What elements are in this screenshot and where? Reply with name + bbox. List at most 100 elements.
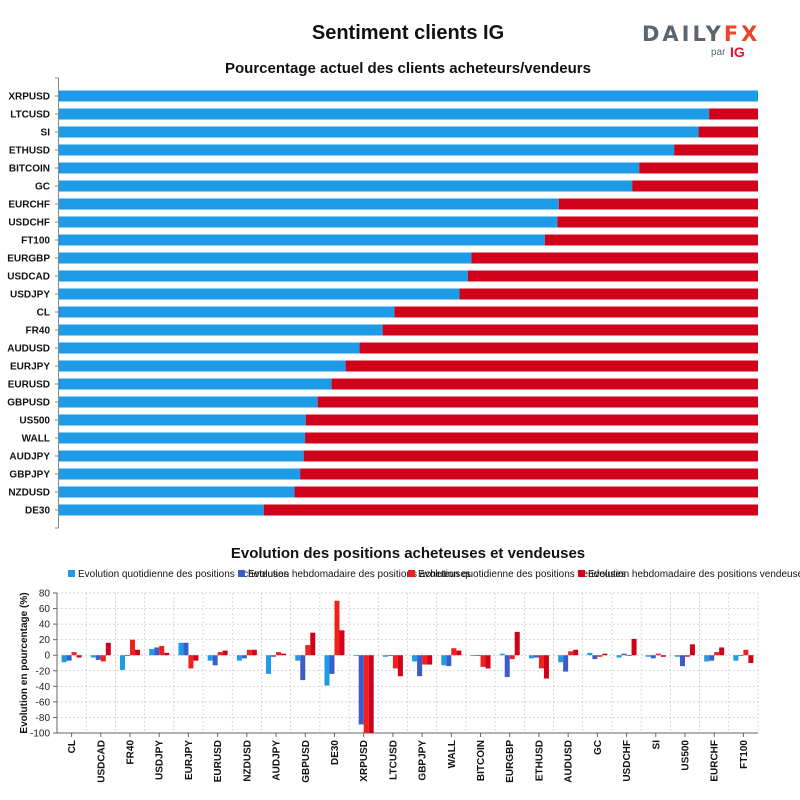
x-tick-label: USDJPY [155,740,166,780]
change-bar [125,655,131,657]
change-bar [684,655,690,657]
change-bar [382,655,388,657]
change-bar [212,655,218,666]
change-bar [738,655,744,657]
buy-bar [59,180,633,192]
y-tick-label: -80 [36,713,51,724]
x-tick-label: SI [651,740,662,750]
buy-bar [59,396,318,408]
sell-bar [263,504,758,516]
category-label: EURJPY [10,362,50,373]
change-bar [159,645,165,656]
buy-bar [59,162,640,174]
change-bar [271,655,277,657]
category-label: BITCOIN [9,164,50,175]
change-bar [621,653,627,656]
legend-item[interactable]: Evolution quotidienne des positions ache… [68,569,289,580]
bottom-chart-legend: Evolution quotidienne des positions ache… [0,569,800,583]
category-label: WALL [22,434,50,445]
x-tick-label: EURGBP [505,740,516,783]
buy-bar [59,126,699,138]
buy-bar [59,108,710,120]
sell-bar [544,234,758,246]
change-bar [353,655,359,657]
change-bar [660,655,666,657]
change-bar [183,642,189,656]
change-bar [95,655,101,660]
change-bar [236,655,242,661]
x-tick-label: CL [67,740,78,753]
buy-bar [59,90,758,102]
category-label: FT100 [21,236,50,247]
change-bar [363,655,369,733]
sell-bar [557,216,758,228]
sell-bar [300,468,758,480]
change-bar [543,655,549,679]
x-tick-label: ETHUSD [534,740,545,781]
y-tick-label: -100 [30,729,50,740]
sell-bar [459,288,758,300]
dailyfx-logo[interactable]: DAILYFX par IG [642,22,762,62]
change-bar [602,653,608,656]
legend-item[interactable]: Evolution quotidienne des positions vend… [408,569,626,580]
sell-bar [632,180,758,192]
change-bar [485,655,491,669]
change-bar [446,655,452,667]
buy-bar [59,432,306,444]
change-bar [597,655,603,657]
change-bar [499,653,505,656]
change-bar [392,655,398,669]
sell-bar [359,342,758,354]
sell-bar [674,144,758,156]
buy-bar [59,306,395,318]
x-tick-label: NZDUSD [242,740,253,782]
change-bar [733,655,739,661]
x-tick-label: BITCOIN [476,740,487,781]
change-bar [558,655,564,663]
category-label: SI [41,128,51,139]
sell-bar [317,396,758,408]
change-bar [504,655,510,677]
x-tick-label: GBPJPY [418,740,429,781]
change-bar [120,655,126,670]
legend-swatch [578,570,585,577]
sell-bar [394,306,758,318]
change-bar [679,655,685,667]
logo-par-text: par [711,47,726,58]
category-label: GC [35,182,50,193]
change-bar [470,655,476,657]
change-bar [441,655,447,666]
change-bar [164,652,170,656]
sell-bar [305,432,758,444]
change-bar [149,649,155,656]
change-bar [709,655,715,661]
change-bar [650,655,656,659]
change-bar [310,632,316,656]
change-bar [324,655,330,686]
buy-bar [59,486,295,498]
change-bar [704,655,710,662]
legend-swatch [68,570,75,577]
legend-item[interactable]: Evolution hebdomadaire des positions ven… [578,569,800,580]
change-bar [480,655,486,667]
category-label: FR40 [26,326,51,337]
category-label: DE30 [25,506,50,517]
buy-bar [59,288,460,300]
change-bar [427,655,433,665]
y-tick-label: 0 [44,651,50,662]
category-label: NZDUSD [8,488,50,499]
legend-swatch [408,570,415,577]
legend-item[interactable]: Evolution hebdomadaire des positions ach… [238,569,471,580]
x-tick-label: DE30 [330,740,341,765]
change-bar [748,655,754,663]
category-label: US500 [19,416,50,427]
x-tick-label: USDCHF [622,740,633,782]
sell-bar [303,450,758,462]
category-label: LTCUSD [10,110,50,121]
category-label: CL [37,308,50,319]
change-bar [528,655,534,659]
y-axis-label: Evolution en pourcentage (%) [19,592,30,733]
change-bar [178,642,184,656]
top-chart-title: Pourcentage actuel des clients acheteurs… [225,60,591,77]
change-bar [276,652,282,656]
